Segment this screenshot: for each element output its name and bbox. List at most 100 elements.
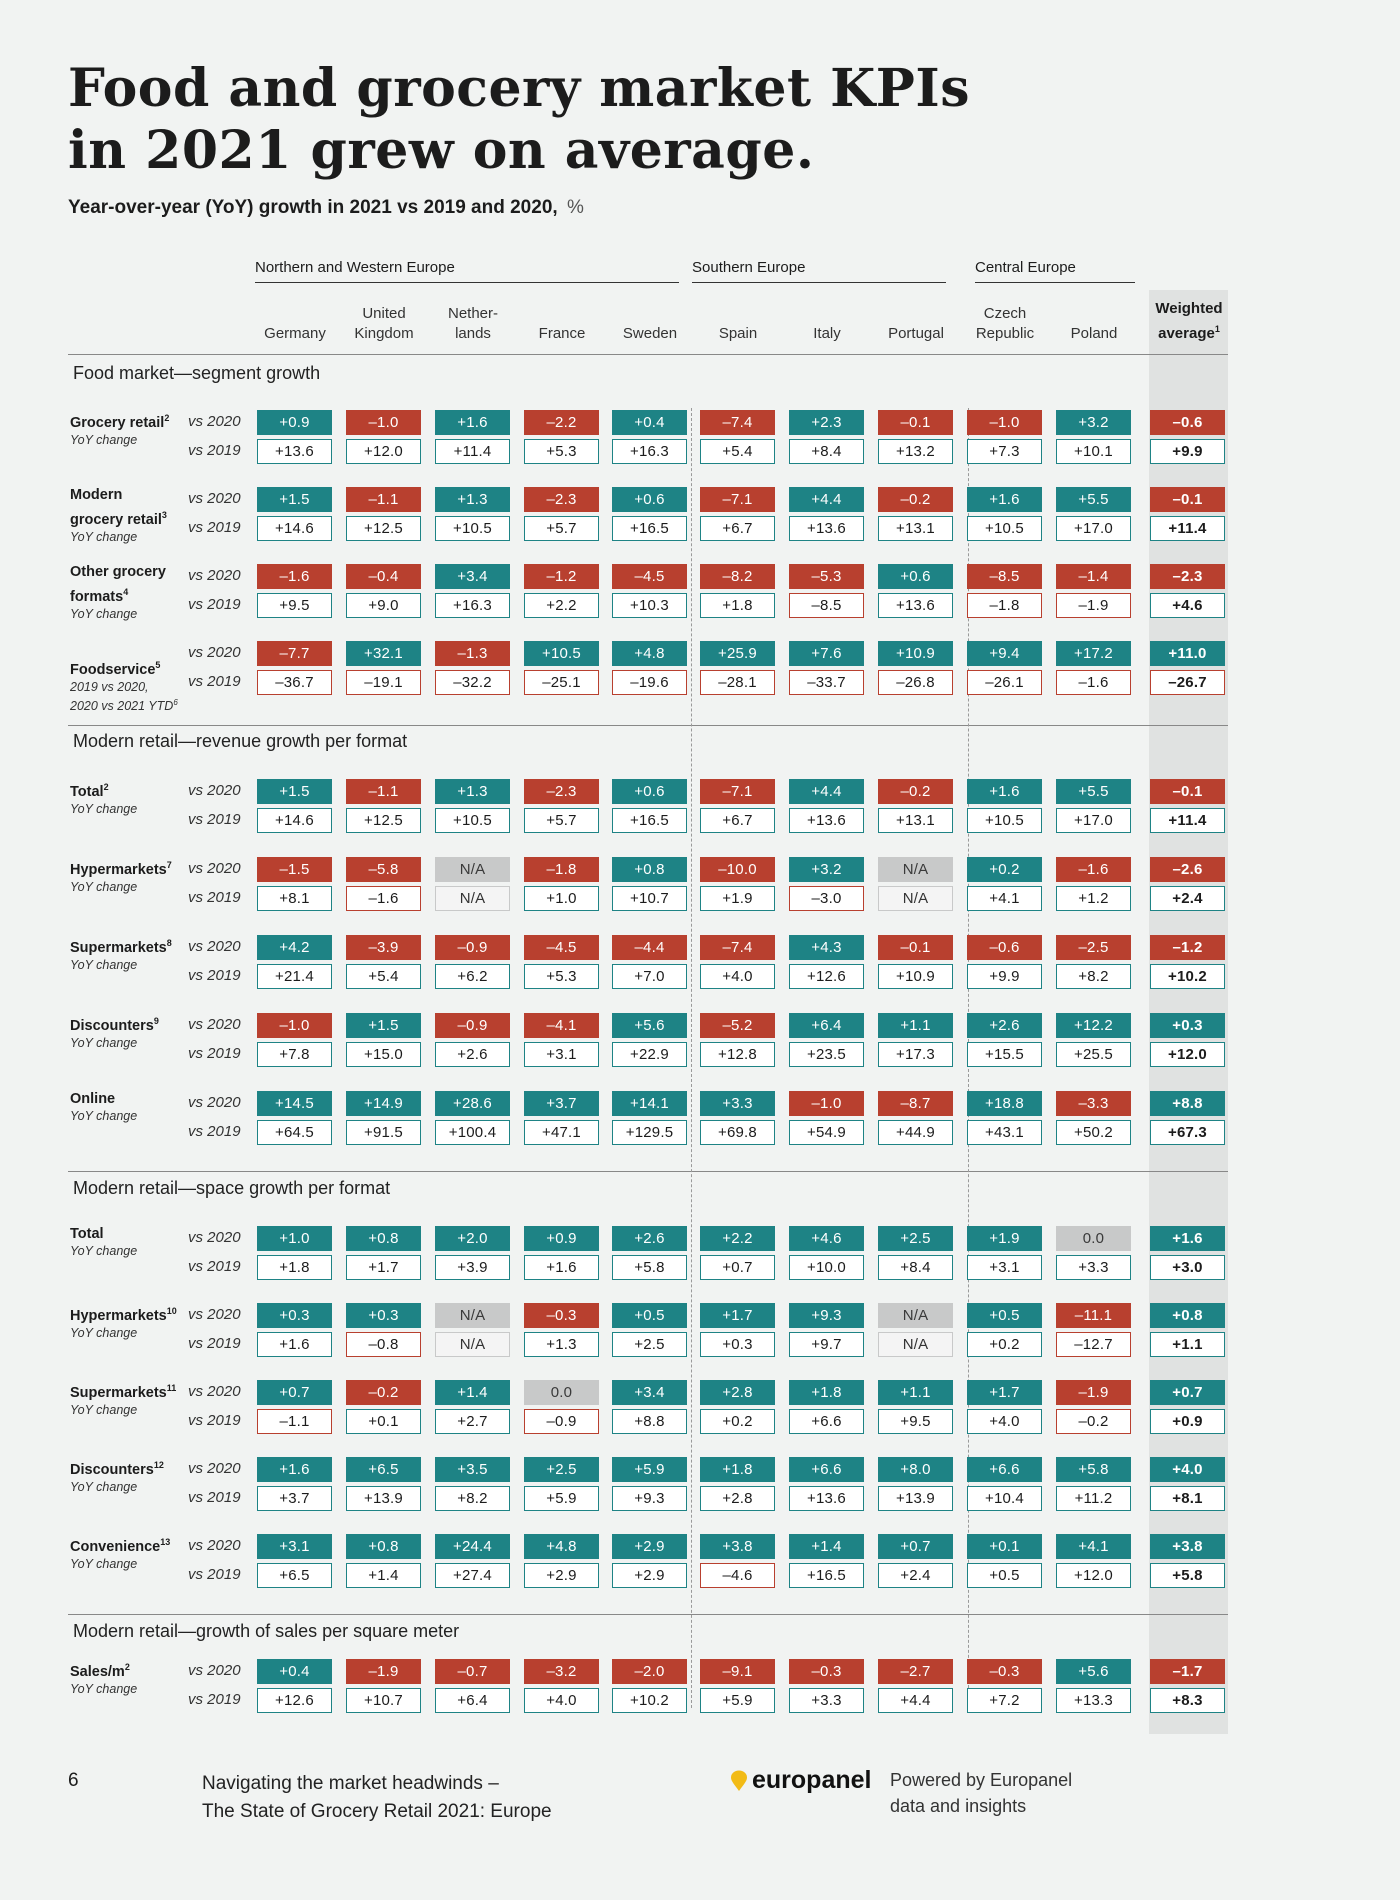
- footnote-marker: 4: [123, 587, 129, 597]
- column-header-text: United Kingdom: [354, 304, 413, 344]
- value-cell: +10.5: [524, 641, 599, 666]
- weighted-average-cell: +3.0: [1150, 1255, 1225, 1280]
- value-cell: +5.5: [1056, 487, 1131, 512]
- vs-label: vs 2019: [188, 673, 241, 690]
- row-sublabel: YoY change: [70, 1244, 190, 1259]
- value-cell: +8.4: [878, 1255, 953, 1280]
- weighted-average-cell: +4.0: [1150, 1457, 1225, 1482]
- row-label: Supermarkets8 YoY change: [70, 933, 190, 973]
- row-label-text: Hypermarkets: [70, 861, 167, 878]
- value-cell: –0.2: [346, 1380, 421, 1405]
- value-cell: +3.1: [257, 1534, 332, 1559]
- value-cell: +10.3: [612, 593, 687, 618]
- value-cell: +2.2: [524, 593, 599, 618]
- value-cell: +0.4: [612, 410, 687, 435]
- column-header: Spain: [695, 302, 781, 344]
- value-cell: –1.9: [1056, 593, 1131, 618]
- value-cell: –9.1: [700, 1659, 775, 1684]
- page-number: 6: [68, 1770, 79, 1791]
- value-cell: +0.5: [967, 1303, 1042, 1328]
- value-cell: +0.6: [612, 487, 687, 512]
- section-divider: [68, 1614, 1228, 1615]
- row-sublabel: YoY change: [70, 433, 190, 448]
- value-cell: +0.2: [700, 1409, 775, 1434]
- value-cell: +10.9: [878, 641, 953, 666]
- row-label: Discounters9 YoY change: [70, 1011, 190, 1051]
- value-cell: –1.6: [346, 886, 421, 911]
- value-cell: +9.3: [612, 1486, 687, 1511]
- value-cell: –1.6: [1056, 857, 1131, 882]
- row-label: Online YoY change: [70, 1089, 190, 1124]
- value-cell: +10.7: [346, 1688, 421, 1713]
- column-header: United Kingdom: [341, 302, 427, 344]
- value-cell: +6.2: [435, 964, 510, 989]
- value-cell: 0.0: [1056, 1226, 1131, 1251]
- section-divider: [68, 1171, 1228, 1172]
- value-cell: +1.8: [257, 1255, 332, 1280]
- footnote-marker: 6: [173, 697, 178, 707]
- row-label-text: Other grocery: [70, 564, 166, 580]
- value-cell: –8.5: [967, 564, 1042, 589]
- weighted-average-cell: +4.6: [1150, 593, 1225, 618]
- value-cell: +1.5: [257, 779, 332, 804]
- column-header: France: [519, 302, 605, 344]
- value-cell: +12.8: [700, 1042, 775, 1067]
- weighted-average-cell: –1.2: [1150, 935, 1225, 960]
- column-header-line: Germany: [264, 325, 326, 342]
- column-header: Czech Republic: [962, 302, 1048, 344]
- value-cell: +12.6: [257, 1688, 332, 1713]
- value-cell: +7.8: [257, 1042, 332, 1067]
- weighted-average-cell: +0.3: [1150, 1013, 1225, 1038]
- value-cell: –0.1: [878, 410, 953, 435]
- value-cell: +0.6: [612, 779, 687, 804]
- value-cell: +1.5: [346, 1013, 421, 1038]
- column-header-text: France: [539, 324, 586, 344]
- value-cell: +5.4: [346, 964, 421, 989]
- value-cell: +6.6: [789, 1457, 864, 1482]
- value-cell: +1.6: [257, 1332, 332, 1357]
- value-cell: +10.2: [612, 1688, 687, 1713]
- row-label-line: Discounters12: [70, 1455, 190, 1480]
- row-sublabel: YoY change: [70, 607, 190, 622]
- row-label-line: Grocery retail2: [70, 408, 190, 433]
- vs-label: vs 2019: [188, 1045, 241, 1062]
- vs-label: vs 2019: [188, 519, 241, 536]
- value-cell: +1.9: [700, 886, 775, 911]
- row-sublabel-text: YoY change: [70, 606, 138, 621]
- vs-label: vs 2020: [188, 1016, 241, 1033]
- value-cell: +6.7: [700, 808, 775, 833]
- section-title: Modern retail—growth of sales per square…: [73, 1621, 460, 1641]
- value-cell: +69.8: [700, 1120, 775, 1145]
- value-cell: +54.9: [789, 1120, 864, 1145]
- value-cell: +2.0: [435, 1226, 510, 1251]
- title-line-1: Food and grocery market KPIs: [68, 58, 971, 119]
- value-cell: –1.8: [967, 593, 1042, 618]
- weighted-average-cell: –2.6: [1150, 857, 1225, 882]
- value-cell: +13.6: [789, 516, 864, 541]
- group-central: Central Europe: [975, 259, 1135, 283]
- value-cell: +1.9: [967, 1226, 1042, 1251]
- row-label-line: Total: [70, 1224, 190, 1244]
- column-header-line: Kingdom: [354, 325, 414, 342]
- value-cell: +22.9: [612, 1042, 687, 1067]
- value-cell: –0.3: [967, 1659, 1042, 1684]
- row-label-line: Online: [70, 1089, 190, 1109]
- value-cell: +91.5: [346, 1120, 421, 1145]
- value-cell: +0.9: [524, 1226, 599, 1251]
- value-cell: –8.7: [878, 1091, 953, 1116]
- value-cell: +2.9: [612, 1534, 687, 1559]
- weighted-average-cell: –2.3: [1150, 564, 1225, 589]
- value-cell: +13.6: [789, 808, 864, 833]
- value-cell: +14.6: [257, 516, 332, 541]
- value-cell: +2.2: [700, 1226, 775, 1251]
- value-cell: +1.4: [789, 1534, 864, 1559]
- value-cell: +0.8: [612, 857, 687, 882]
- row-label-text: Discounters: [70, 1461, 154, 1478]
- value-cell: +12.5: [346, 516, 421, 541]
- row-sublabel-text: 2020 vs 2021 YTD: [70, 698, 174, 713]
- subtitle-text: Year-over-year (YoY) growth in 2021 vs 2…: [68, 197, 558, 218]
- column-header-text: Spain: [719, 324, 757, 344]
- value-cell: +2.6: [435, 1042, 510, 1067]
- value-cell: +5.8: [1056, 1457, 1131, 1482]
- value-cell: +13.6: [257, 439, 332, 464]
